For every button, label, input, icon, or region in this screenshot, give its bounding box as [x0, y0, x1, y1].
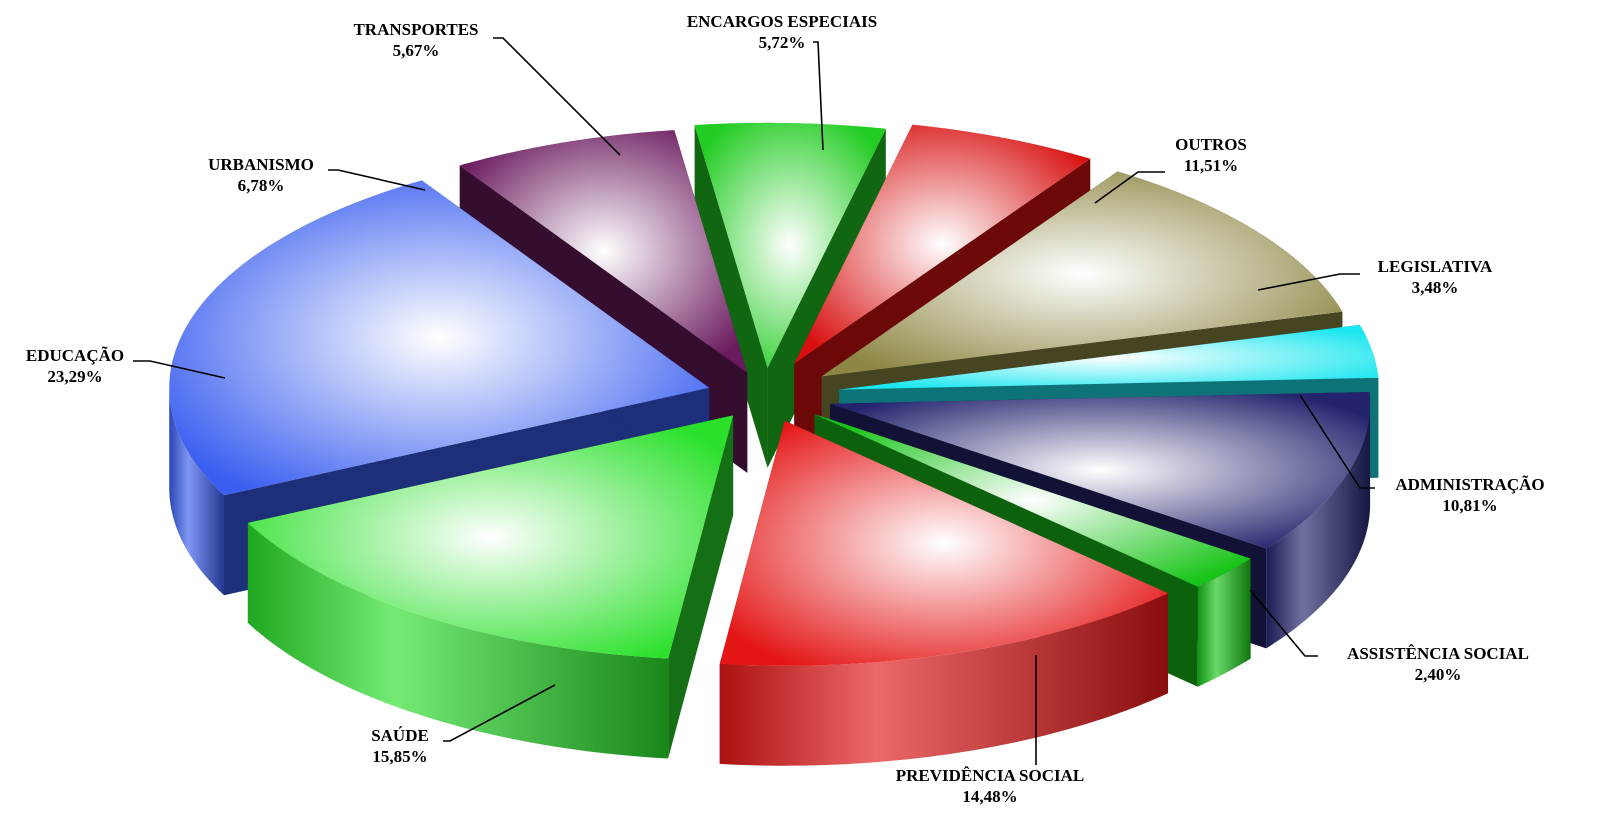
leader-line-urbanismo	[328, 169, 426, 191]
slice-saude	[247, 415, 734, 659]
leader-line-legislativa	[1257, 273, 1360, 291]
slice-label-previdencia-social: PREVIDÊNCIA SOCIAL	[896, 766, 1084, 785]
slice-value-legislativa: 3,48%	[1412, 278, 1459, 297]
slice-labels: ENCARGOS ESPECIAIS 5,72% OUTROS 11,51% LEGIS…	[26, 12, 1545, 806]
slice-label-educacao: EDUCAÇÃO	[26, 346, 124, 365]
slice-value-administracao: 10,81%	[1442, 496, 1497, 515]
slice-previdencia-social	[719, 420, 1169, 666]
slice-value-encargos-especiais: 5,72%	[759, 33, 806, 52]
leader-line-encargos-especiais	[813, 41, 824, 151]
slice-side-educacao	[169, 385, 224, 596]
slice-side-assistencia-social	[1197, 558, 1251, 687]
slice-side-saude	[247, 522, 669, 759]
slice-value-urbanismo: 6,78%	[238, 176, 285, 195]
slice-side-previdencia-social	[719, 593, 1169, 766]
slice-administracao	[830, 391, 1371, 549]
slice-assistencia-social	[814, 414, 1251, 587]
slice-wall-transportes-0	[694, 125, 768, 468]
slice-value-outros: 11,51%	[1184, 156, 1238, 175]
slice-urbanismo	[459, 130, 748, 373]
slice-value-saude: 15,85%	[372, 747, 427, 766]
slice-label-transportes: TRANSPORTES	[353, 20, 478, 39]
slice-tops	[169, 122, 1379, 666]
slice-side-administracao	[1266, 400, 1371, 649]
slice-label-administracao: ADMINISTRAÇÃO	[1395, 475, 1544, 494]
slice-value-assistencia-social: 2,40%	[1415, 665, 1462, 684]
slice-educacao	[169, 180, 710, 496]
slice-value-previdencia-social: 14,48%	[962, 787, 1017, 806]
leader-line-saude	[443, 684, 556, 742]
slice-label-legislativa: LEGISLATIVA	[1378, 257, 1493, 276]
slice-value-educacao: 23,29%	[47, 367, 102, 386]
leader-line-outros	[1094, 171, 1165, 204]
slice-value-transportes: 5,67%	[393, 41, 440, 60]
slice-transportes	[694, 122, 886, 368]
leader-line-transportes	[493, 37, 621, 156]
slice-label-urbanismo: URBANISMO	[208, 155, 314, 174]
slice-label-assistencia-social: ASSISTÊNCIA SOCIAL	[1347, 644, 1529, 663]
slice-outros	[821, 171, 1343, 377]
leader-line-educacao	[133, 360, 226, 379]
slice-encargos-especiais	[794, 124, 1091, 364]
leader-lines	[133, 37, 1375, 765]
leader-line-administracao	[1299, 394, 1375, 489]
slice-label-outros: OUTROS	[1175, 135, 1247, 154]
leader-line-assistencia-social	[1249, 589, 1318, 657]
slice-label-saude: SAÚDE	[371, 726, 429, 745]
slice-legislativa	[839, 324, 1379, 390]
slice-label-encargos-especiais: ENCARGOS ESPECIAIS	[687, 12, 877, 31]
